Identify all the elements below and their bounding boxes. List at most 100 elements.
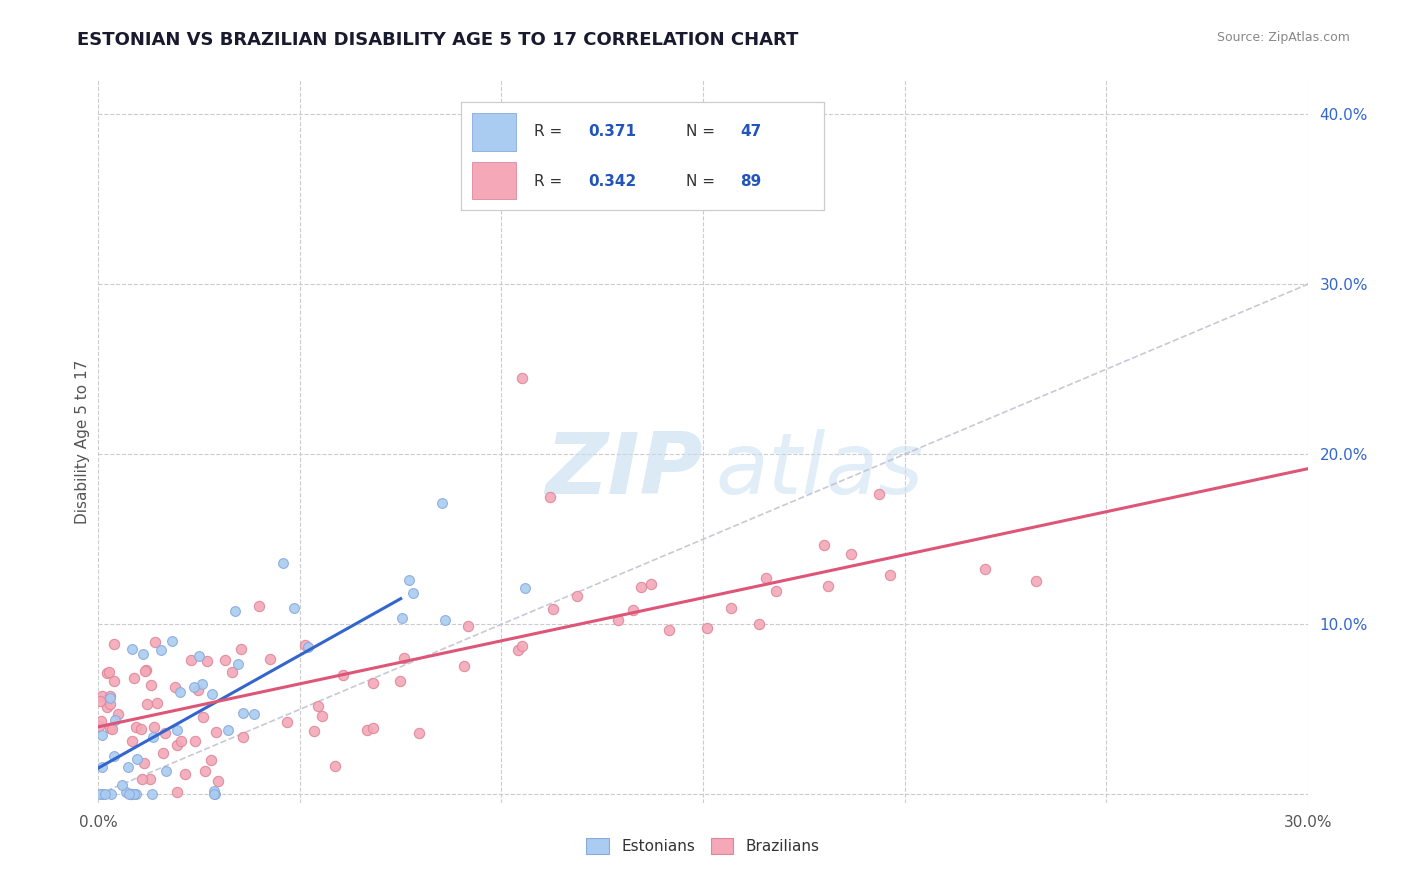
Point — [567, 589, 589, 603]
Point — [217, 723, 239, 737]
Point — [152, 746, 174, 760]
Point — [194, 764, 217, 778]
Point — [232, 706, 254, 720]
Point — [510, 639, 533, 653]
Point — [142, 731, 165, 745]
Point — [104, 713, 127, 727]
Point — [98, 689, 121, 703]
Point — [149, 642, 172, 657]
Point — [89, 694, 111, 708]
Point — [129, 722, 152, 736]
Point — [200, 753, 222, 767]
Point — [165, 680, 187, 694]
Point — [187, 682, 209, 697]
Point — [204, 784, 226, 798]
Point — [297, 640, 319, 655]
Text: Source: ZipAtlas.com: Source: ZipAtlas.com — [1216, 31, 1350, 45]
Point — [304, 723, 326, 738]
Point — [90, 714, 112, 728]
Point — [361, 721, 384, 735]
Point — [506, 642, 529, 657]
Point — [122, 671, 145, 685]
Point — [201, 687, 224, 701]
Point — [311, 708, 333, 723]
Point — [131, 772, 153, 786]
Point — [433, 613, 456, 627]
Point — [125, 752, 148, 766]
Point — [169, 685, 191, 699]
Point — [606, 613, 628, 627]
Point — [361, 676, 384, 690]
Point — [170, 734, 193, 748]
Text: atlas: atlas — [716, 429, 924, 512]
Point — [121, 787, 143, 801]
Point — [121, 734, 143, 748]
Point — [142, 720, 165, 734]
Point — [205, 725, 228, 739]
Point — [96, 700, 118, 714]
Point — [166, 723, 188, 737]
Point — [96, 666, 118, 681]
Point — [356, 723, 378, 738]
Point — [332, 668, 354, 682]
Point — [125, 720, 148, 734]
Point — [817, 579, 839, 593]
Point — [132, 647, 155, 661]
Point — [221, 665, 243, 680]
Point — [135, 697, 157, 711]
Point — [720, 600, 742, 615]
Point — [207, 773, 229, 788]
Point — [143, 635, 166, 649]
Point — [457, 619, 479, 633]
Point — [173, 767, 195, 781]
Point — [392, 651, 415, 665]
Point — [191, 710, 214, 724]
Point — [765, 584, 787, 599]
Point — [204, 787, 226, 801]
Point — [307, 699, 329, 714]
Point — [118, 787, 141, 801]
Point — [180, 653, 202, 667]
Point — [538, 490, 561, 504]
Point — [103, 674, 125, 689]
Point — [141, 677, 163, 691]
Point — [184, 734, 207, 748]
Point — [430, 496, 453, 510]
Point — [229, 642, 252, 657]
Point — [879, 568, 901, 582]
Point — [839, 547, 862, 561]
Point — [813, 538, 835, 552]
Point — [389, 673, 412, 688]
Point — [696, 621, 718, 635]
Point — [232, 730, 254, 744]
Point — [630, 581, 652, 595]
Point — [117, 760, 139, 774]
Point — [100, 787, 122, 801]
Point — [166, 785, 188, 799]
Point — [188, 648, 211, 663]
Point — [122, 787, 145, 801]
Point — [453, 658, 475, 673]
Point — [869, 487, 891, 501]
Point — [214, 653, 236, 667]
Point — [408, 726, 430, 740]
Point — [87, 718, 110, 732]
Point — [183, 680, 205, 694]
Point — [398, 573, 420, 587]
Point — [98, 691, 121, 706]
Point — [141, 787, 163, 801]
Point — [110, 778, 132, 792]
Point — [90, 689, 112, 703]
Point — [166, 739, 188, 753]
Point — [91, 728, 114, 742]
Point — [224, 604, 246, 618]
Point — [90, 760, 112, 774]
Point — [89, 787, 111, 801]
Point — [155, 764, 177, 778]
Y-axis label: Disability Age 5 to 17: Disability Age 5 to 17 — [75, 359, 90, 524]
Point — [202, 787, 225, 801]
Point — [541, 602, 564, 616]
Point — [191, 677, 214, 691]
Point — [103, 637, 125, 651]
Point — [271, 556, 294, 570]
